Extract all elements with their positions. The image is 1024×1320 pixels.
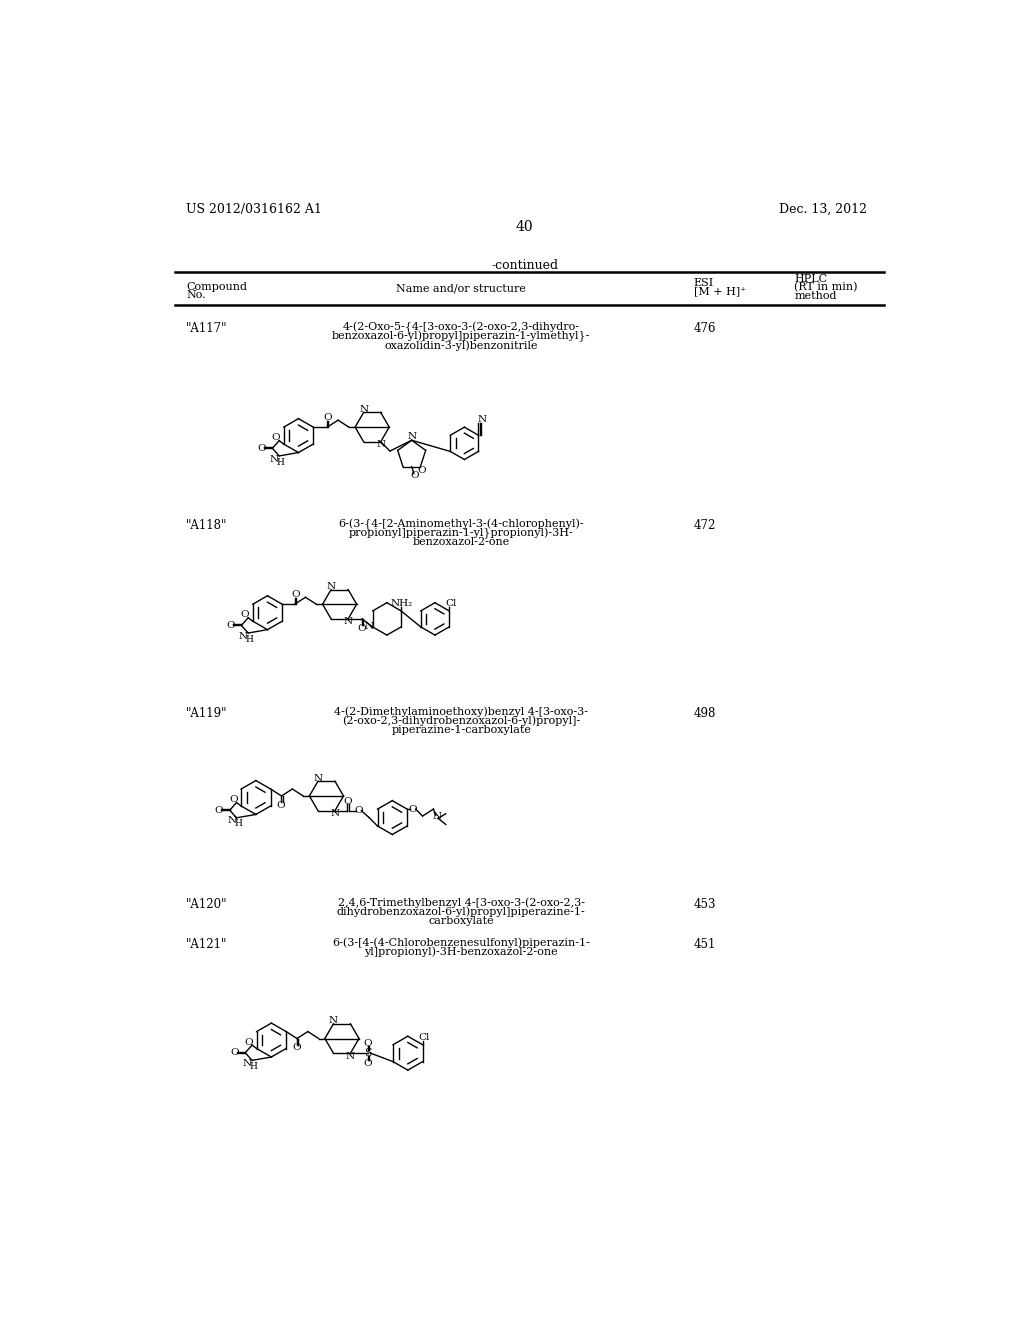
Text: O: O	[215, 805, 223, 814]
Text: O: O	[364, 1039, 372, 1048]
Text: 451: 451	[693, 937, 716, 950]
Text: H: H	[234, 820, 242, 829]
Text: H: H	[246, 635, 254, 644]
Text: "A121": "A121"	[186, 937, 227, 950]
Text: O: O	[229, 795, 238, 804]
Text: 4-(2-Oxo-5-{4-[3-oxo-3-(2-oxo-2,3-dihydro-: 4-(2-Oxo-5-{4-[3-oxo-3-(2-oxo-2,3-dihydr…	[343, 322, 580, 333]
Text: piperazine-1-carboxylate: piperazine-1-carboxylate	[391, 725, 531, 735]
Text: Cl: Cl	[444, 599, 457, 609]
Text: N: N	[227, 816, 237, 825]
Text: N: N	[359, 405, 369, 414]
Text: O: O	[230, 1048, 239, 1057]
Text: N: N	[433, 812, 442, 821]
Text: O: O	[324, 413, 333, 422]
Text: O: O	[364, 1059, 372, 1068]
Text: O: O	[292, 1043, 300, 1052]
Text: (RT in min): (RT in min)	[795, 282, 858, 293]
Text: N: N	[243, 1059, 252, 1068]
Text: S: S	[364, 1048, 372, 1059]
Text: O: O	[357, 623, 366, 632]
Text: O: O	[271, 433, 281, 442]
Text: N: N	[376, 441, 385, 449]
Text: O: O	[241, 610, 250, 619]
Text: O: O	[245, 1038, 253, 1047]
Text: N: N	[327, 582, 336, 591]
Text: N: N	[346, 1052, 355, 1061]
Text: NH₂: NH₂	[390, 599, 413, 609]
Text: Name and/or structure: Name and/or structure	[396, 284, 526, 293]
Text: N: N	[239, 631, 248, 640]
Text: "A118": "A118"	[186, 519, 227, 532]
Text: O: O	[344, 797, 352, 807]
Text: benzoxazol-2-one: benzoxazol-2-one	[413, 537, 510, 548]
Text: benzoxazol-6-yl)propyl]piperazin-1-ylmethyl}-: benzoxazol-6-yl)propyl]piperazin-1-ylmet…	[332, 331, 591, 342]
Text: carboxylate: carboxylate	[428, 916, 494, 927]
Text: oxazolidin-3-yl)benzonitrile: oxazolidin-3-yl)benzonitrile	[384, 341, 538, 351]
Text: H: H	[250, 1063, 258, 1071]
Text: O: O	[276, 801, 285, 809]
Text: "A120": "A120"	[186, 898, 227, 911]
Text: Cl: Cl	[419, 1034, 430, 1043]
Text: N: N	[313, 774, 323, 783]
Text: O: O	[257, 444, 266, 453]
Text: yl]propionyl)-3H-benzoxazol-2-one: yl]propionyl)-3H-benzoxazol-2-one	[365, 946, 558, 957]
Text: -continued: -continued	[492, 259, 558, 272]
Text: propionyl]piperazin-1-yl}propionyl)-3H-: propionyl]piperazin-1-yl}propionyl)-3H-	[349, 528, 573, 540]
Text: 40: 40	[516, 220, 534, 234]
Text: HPLC: HPLC	[795, 275, 827, 284]
Text: Compound: Compound	[186, 281, 247, 292]
Text: method: method	[795, 290, 837, 301]
Text: dihydrobenzoxazol-6-yl)propyl]piperazine-1-: dihydrobenzoxazol-6-yl)propyl]piperazine…	[337, 907, 586, 917]
Text: N: N	[270, 454, 280, 463]
Text: N: N	[478, 416, 487, 424]
Text: [M + H]⁺: [M + H]⁺	[693, 286, 745, 296]
Text: 476: 476	[693, 322, 716, 335]
Text: 472: 472	[693, 519, 716, 532]
Text: Dec. 13, 2012: Dec. 13, 2012	[779, 203, 867, 216]
Text: O: O	[226, 620, 234, 630]
Text: "A117": "A117"	[186, 322, 227, 335]
Text: 6-(3-{4-[2-Aminomethyl-3-(4-chlorophenyl)-: 6-(3-{4-[2-Aminomethyl-3-(4-chlorophenyl…	[339, 519, 584, 531]
Text: H: H	[276, 458, 285, 466]
Text: No.: No.	[186, 290, 206, 300]
Text: N: N	[365, 623, 374, 631]
Text: N: N	[329, 1016, 338, 1026]
Text: O: O	[409, 805, 417, 813]
Text: N: N	[408, 432, 416, 441]
Text: O: O	[291, 590, 300, 599]
Text: 6-(3-[4-(4-Chlorobenzenesulfonyl)piperazin-1-: 6-(3-[4-(4-Chlorobenzenesulfonyl)piperaz…	[333, 937, 590, 948]
Text: 2,4,6-Trimethylbenzyl 4-[3-oxo-3-(2-oxo-2,3-: 2,4,6-Trimethylbenzyl 4-[3-oxo-3-(2-oxo-…	[338, 898, 585, 908]
Text: N: N	[331, 809, 340, 818]
Text: US 2012/0316162 A1: US 2012/0316162 A1	[186, 203, 322, 216]
Text: N: N	[344, 618, 352, 627]
Text: O: O	[354, 807, 362, 816]
Text: (2-oxo-2,3-dihydrobenzoxazol-6-yl)propyl]-: (2-oxo-2,3-dihydrobenzoxazol-6-yl)propyl…	[342, 715, 581, 726]
Text: 453: 453	[693, 898, 716, 911]
Text: O: O	[411, 471, 419, 480]
Text: ESI: ESI	[693, 277, 714, 288]
Text: 498: 498	[693, 706, 716, 719]
Text: O: O	[418, 466, 426, 475]
Text: 4-(2-Dimethylaminoethoxy)benzyl 4-[3-oxo-3-: 4-(2-Dimethylaminoethoxy)benzyl 4-[3-oxo…	[334, 706, 588, 717]
Text: "A119": "A119"	[186, 706, 227, 719]
